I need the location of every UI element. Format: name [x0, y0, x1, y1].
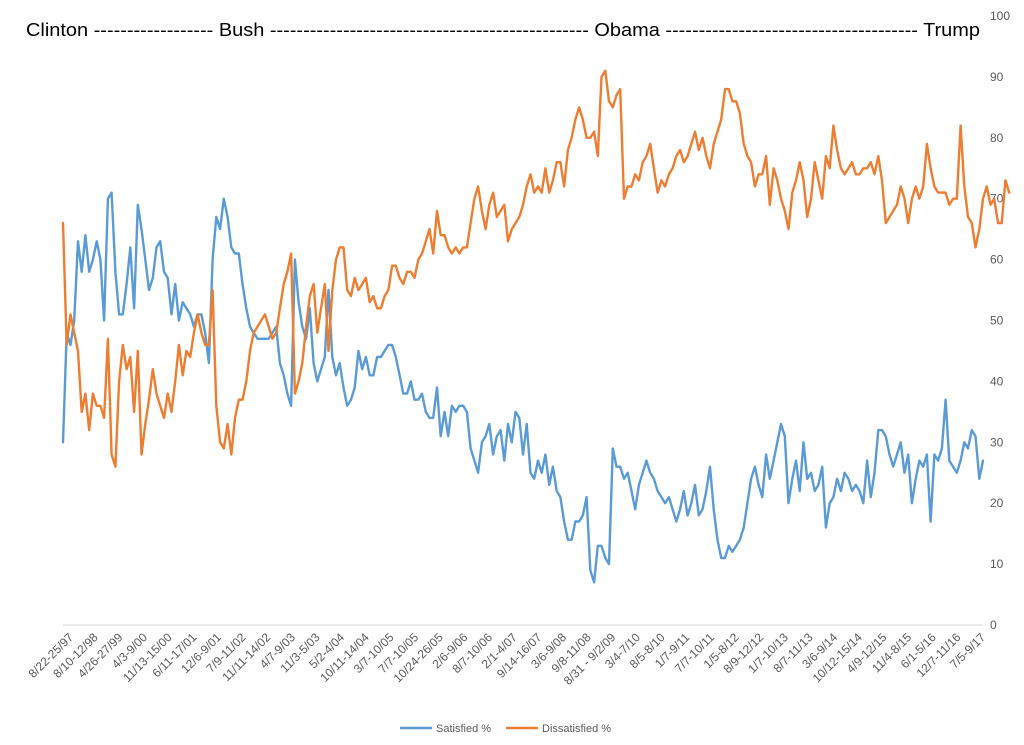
y-tick-label: 40 — [990, 374, 1004, 388]
series-lines — [61, 69, 1011, 584]
y-tick-label: 10 — [990, 557, 1004, 571]
y-tick-label: 90 — [990, 70, 1004, 84]
y-tick-label: 0 — [990, 618, 997, 632]
era-header-text: Clinton ------------------ Bush --------… — [26, 20, 980, 40]
y-tick-label: 100 — [990, 9, 1010, 23]
y-tick-label: 60 — [990, 253, 1004, 267]
legend: Satisfied % Dissatisfied % — [400, 723, 611, 735]
y-tick-label: 80 — [990, 131, 1004, 145]
series-line-satisfied — [61, 191, 985, 584]
legend-label: Satisfied % — [436, 723, 491, 735]
era-header: Clinton ------------------ Bush --------… — [26, 20, 980, 40]
y-tick-label: 50 — [990, 314, 1004, 328]
series-line-dissatisfied — [61, 69, 1011, 468]
legend-label: Dissatisfied % — [542, 723, 611, 735]
x-axis-ticks: 8/22-25/978/10-12/984/26-27/994/3-9/0011… — [26, 630, 989, 688]
y-tick-label: 20 — [990, 496, 1004, 510]
y-tick-label: 30 — [990, 435, 1004, 449]
